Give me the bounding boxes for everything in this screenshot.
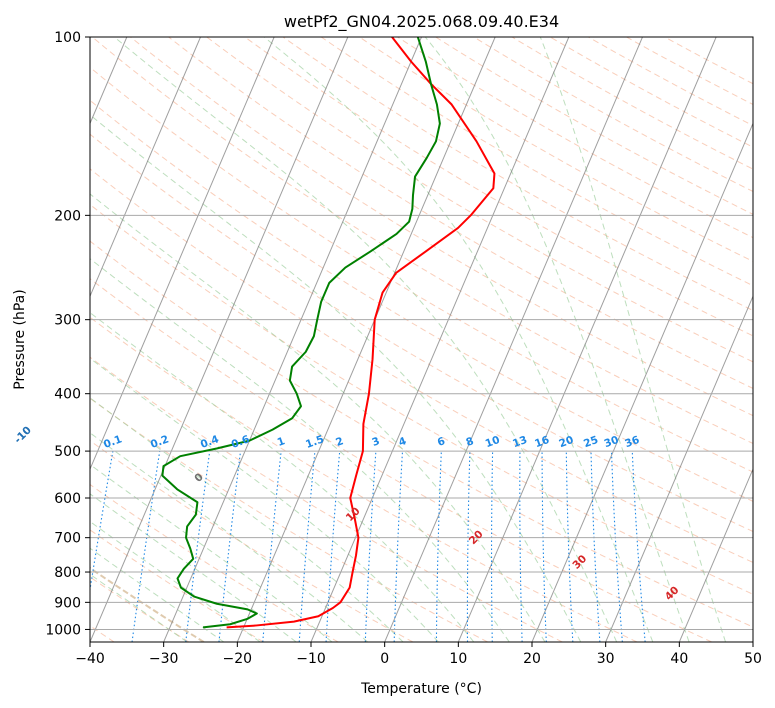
y-tick-label: 900 <box>54 595 81 611</box>
moist-adiabat-line <box>263 37 654 642</box>
isotherm-line <box>457 37 717 642</box>
x-tick-label: 10 <box>449 651 467 667</box>
mixing-ratio-label: 16 <box>533 434 551 450</box>
dry-adiabat-line <box>206 37 753 363</box>
moist-adiabat-line <box>90 520 261 642</box>
dry-adiabat-line <box>90 356 563 642</box>
y-axis-title: Pressure (hPa) <box>12 289 28 389</box>
x-axis: −40 −30 −20 −10 0 10 20 30 40 50 <box>75 642 762 667</box>
moist-adiabat-line <box>90 432 368 642</box>
moist-adiabat-line <box>90 397 404 642</box>
moist-adiabat-line <box>90 493 297 642</box>
dry-adiabat-line <box>90 133 753 533</box>
moist-adiabat-line <box>539 37 727 642</box>
isotherm-line <box>605 295 753 642</box>
y-tick-label: 500 <box>54 444 81 460</box>
dry-adiabat-line <box>90 240 753 628</box>
y-tick-label: 1000 <box>45 622 81 638</box>
x-tick-label: −20 <box>223 651 253 667</box>
isotherm-line <box>236 37 496 642</box>
moist-adiabat-line <box>114 37 618 642</box>
x-tick-label: 30 <box>597 651 615 667</box>
mixing-ratio-label: 25 <box>582 434 600 450</box>
mixing-ratio-line <box>218 451 242 642</box>
isotherm-line <box>310 37 570 642</box>
isotherm-line <box>678 467 753 642</box>
x-axis-title: Temperature (°C) <box>360 681 482 697</box>
mixing-ratio-label: 1.5 <box>304 433 326 451</box>
mixing-ratio-label: 3 <box>370 435 381 449</box>
y-tick-label: 100 <box>54 30 81 46</box>
y-tick-label: 600 <box>54 491 81 507</box>
dry-adiabat-line <box>168 37 753 389</box>
y-tick-label: 800 <box>54 565 81 581</box>
isotherm-line <box>531 122 753 642</box>
moist-adiabat-line <box>90 311 475 642</box>
dry-adiabat-line <box>90 483 339 642</box>
mixing-ratio-label: 0.2 <box>149 433 171 451</box>
x-tick-label: 0 <box>380 651 389 667</box>
mixing-ratio-line <box>90 451 114 594</box>
mixing-ratio-label: 2 <box>334 435 345 449</box>
y-tick-label: 300 <box>54 313 81 329</box>
dry-adiabat-line <box>90 316 638 642</box>
mixing-ratio-line <box>131 451 161 642</box>
x-tick-label: 50 <box>744 651 762 667</box>
moist-adiabat-line <box>90 573 188 642</box>
dry-adiabat-line <box>130 37 753 417</box>
moist-adiabat-line <box>424 37 690 642</box>
mixing-ratio-label: 6 <box>436 435 447 449</box>
isotherm-line <box>90 37 275 471</box>
isotherm-line <box>384 37 643 642</box>
background-lines <box>90 37 753 642</box>
moist-adiabat-line <box>90 547 225 642</box>
dry-adiabat-line <box>90 168 753 563</box>
y-axis: 100 200 300 400 500 600 700 800 900 1000 <box>45 30 90 638</box>
mixing-ratio-label: 10 <box>484 434 502 450</box>
moist-adiabat-line <box>90 258 510 642</box>
mixing-ratio-label: 0.4 <box>199 433 221 451</box>
moist-adiabat-line <box>90 357 439 642</box>
profile-lines <box>161 37 496 629</box>
dewpoint-profile <box>161 37 441 629</box>
mixing-ratio-label: 30 <box>603 434 621 450</box>
isotherm-line <box>90 37 349 642</box>
dry-adiabat-line <box>90 66 753 473</box>
mixing-ratio-label: 13 <box>511 434 529 450</box>
moist-adiabat-line <box>90 193 546 642</box>
isotherm-line <box>90 37 201 298</box>
mixing-ratio-label: 0.6 <box>230 433 252 451</box>
mixing-ratio-line <box>185 451 211 642</box>
plot-frame <box>89 36 754 643</box>
x-tick-label: −30 <box>149 651 179 667</box>
mixing-ratio-label: 8 <box>464 435 475 449</box>
mixing-ratio-label: 1 <box>276 435 287 449</box>
x-tick-label: −40 <box>75 651 105 667</box>
mixing-ratio-label: 4 <box>397 435 408 449</box>
y-tick-label: 700 <box>54 531 81 547</box>
moist-adiabat-line <box>90 463 333 642</box>
x-tick-label: 40 <box>670 651 688 667</box>
mixing-ratio-label: 36 <box>623 434 641 450</box>
dry-adiabat-line <box>91 37 753 445</box>
y-tick-label: 200 <box>54 208 81 224</box>
x-tick-label: 20 <box>523 651 541 667</box>
temperature-profile <box>226 37 496 629</box>
chart-title: wetPf2_GN04.2025.068.09.40.E34 <box>284 12 559 32</box>
y-tick-label: 400 <box>54 387 81 403</box>
mixing-ratio-label: 20 <box>557 434 575 450</box>
mixing-ratio-label: 0.1 <box>102 433 124 451</box>
x-tick-label: −10 <box>296 651 326 667</box>
isotherm-line <box>163 37 422 642</box>
